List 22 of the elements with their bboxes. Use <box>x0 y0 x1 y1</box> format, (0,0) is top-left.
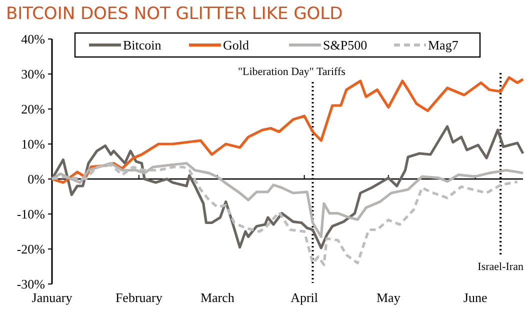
legend-label: Mag7 <box>428 38 459 53</box>
y-tick-label: -20% <box>16 242 46 257</box>
x-tick-label: January <box>32 290 73 305</box>
y-tick-label: 0% <box>28 172 46 187</box>
ref-line-label: "Liberation Day" Tariffs <box>238 66 346 78</box>
line-series <box>50 76 524 184</box>
y-tick-label: 10% <box>21 136 46 152</box>
legend-label: S&P500 <box>323 38 368 53</box>
x-tick-label: June <box>463 290 488 305</box>
y-tick-label: -10% <box>16 206 46 222</box>
ref-line-label: Israel-Iran <box>478 261 524 273</box>
legend-label: Gold <box>223 38 250 53</box>
y-tick-label: 30% <box>21 66 46 82</box>
x-tick-label: March <box>200 290 235 305</box>
x-tick-label: May <box>376 290 401 305</box>
x-tick-label: April <box>290 290 318 305</box>
x-tick-label: February <box>115 290 163 305</box>
y-tick-label: 40% <box>21 32 46 47</box>
chart-title: BITCOIN DOES NOT GLITTER LIKE GOLD <box>6 4 343 24</box>
legend-label: Bitcoin <box>123 38 162 53</box>
y-tick-label: 20% <box>21 102 46 117</box>
y-tick-label: -30% <box>16 276 46 292</box>
